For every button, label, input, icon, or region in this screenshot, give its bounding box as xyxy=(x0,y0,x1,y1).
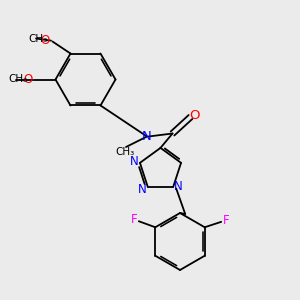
Text: O: O xyxy=(24,73,33,86)
Text: N: N xyxy=(174,180,183,193)
Text: N: N xyxy=(142,130,152,143)
Text: N: N xyxy=(130,155,138,168)
Text: CH₃: CH₃ xyxy=(115,147,134,158)
Text: CH₃: CH₃ xyxy=(8,74,27,85)
Text: F: F xyxy=(131,213,137,226)
Text: N: N xyxy=(138,183,147,196)
Text: F: F xyxy=(223,214,229,227)
Text: CH₃: CH₃ xyxy=(28,34,48,44)
Text: O: O xyxy=(190,109,200,122)
Text: O: O xyxy=(40,34,50,46)
